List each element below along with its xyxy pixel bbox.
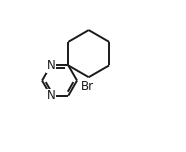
Text: N: N	[46, 59, 55, 72]
Text: N: N	[46, 89, 55, 102]
Text: Br: Br	[81, 80, 94, 93]
